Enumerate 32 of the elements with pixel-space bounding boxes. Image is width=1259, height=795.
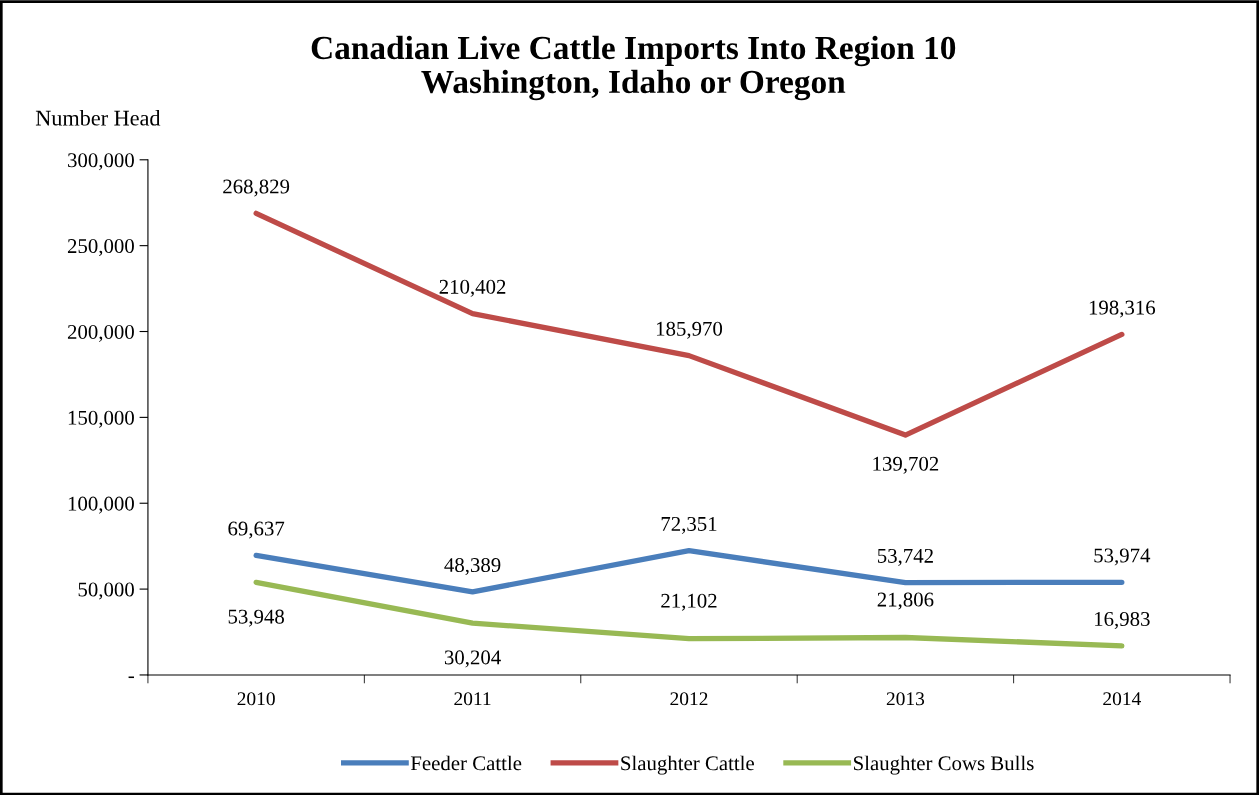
data-label: 53,742 bbox=[877, 548, 933, 566]
legend-label: Slaughter Cows Bulls bbox=[854, 755, 1034, 775]
data-label: 69,637 bbox=[228, 521, 285, 539]
data-label: 21,102 bbox=[661, 593, 717, 611]
y-tick-label: 200,000 bbox=[67, 324, 134, 342]
y-tick-label: 300,000 bbox=[68, 153, 134, 171]
x-tick-label: 2014 bbox=[1103, 692, 1141, 706]
y-tick-label: 100,000 bbox=[68, 496, 134, 514]
data-label: 268,829 bbox=[223, 179, 290, 197]
data-label: 139,702 bbox=[873, 456, 939, 474]
y-tick-label: 250,000 bbox=[67, 239, 134, 257]
x-tick-label: 2013 bbox=[886, 692, 925, 706]
data-label: 30,204 bbox=[444, 650, 501, 668]
x-tick-label: 2011 bbox=[454, 692, 491, 706]
y-axis-title: Number Head bbox=[35, 109, 161, 126]
chart-title: Canadian Live Cattle Imports Into Region 10 Washington, Idaho or Oregon bbox=[311, 35, 956, 101]
y-tick-label: - bbox=[128, 676, 134, 679]
data-label: 21,806 bbox=[877, 592, 934, 610]
data-label: 53,974 bbox=[1094, 548, 1151, 566]
data-label: 72,351 bbox=[661, 516, 717, 534]
data-label: 198,316 bbox=[1089, 300, 1156, 318]
y-tick-label: 150,000 bbox=[68, 410, 134, 428]
data-label: 16,983 bbox=[1095, 611, 1150, 629]
y-tick-label: 50,000 bbox=[78, 582, 134, 600]
data-label: 53,948 bbox=[228, 609, 284, 627]
legend-label: Feeder Cattle bbox=[410, 755, 522, 771]
x-tick-label: 2012 bbox=[670, 692, 708, 706]
data-label: 48,389 bbox=[444, 558, 501, 576]
data-label: 185,970 bbox=[656, 321, 723, 339]
data-label: 210,402 bbox=[439, 279, 506, 297]
legend-label: Slaughter Cattle bbox=[621, 755, 754, 775]
x-tick-label: 2010 bbox=[237, 692, 275, 706]
